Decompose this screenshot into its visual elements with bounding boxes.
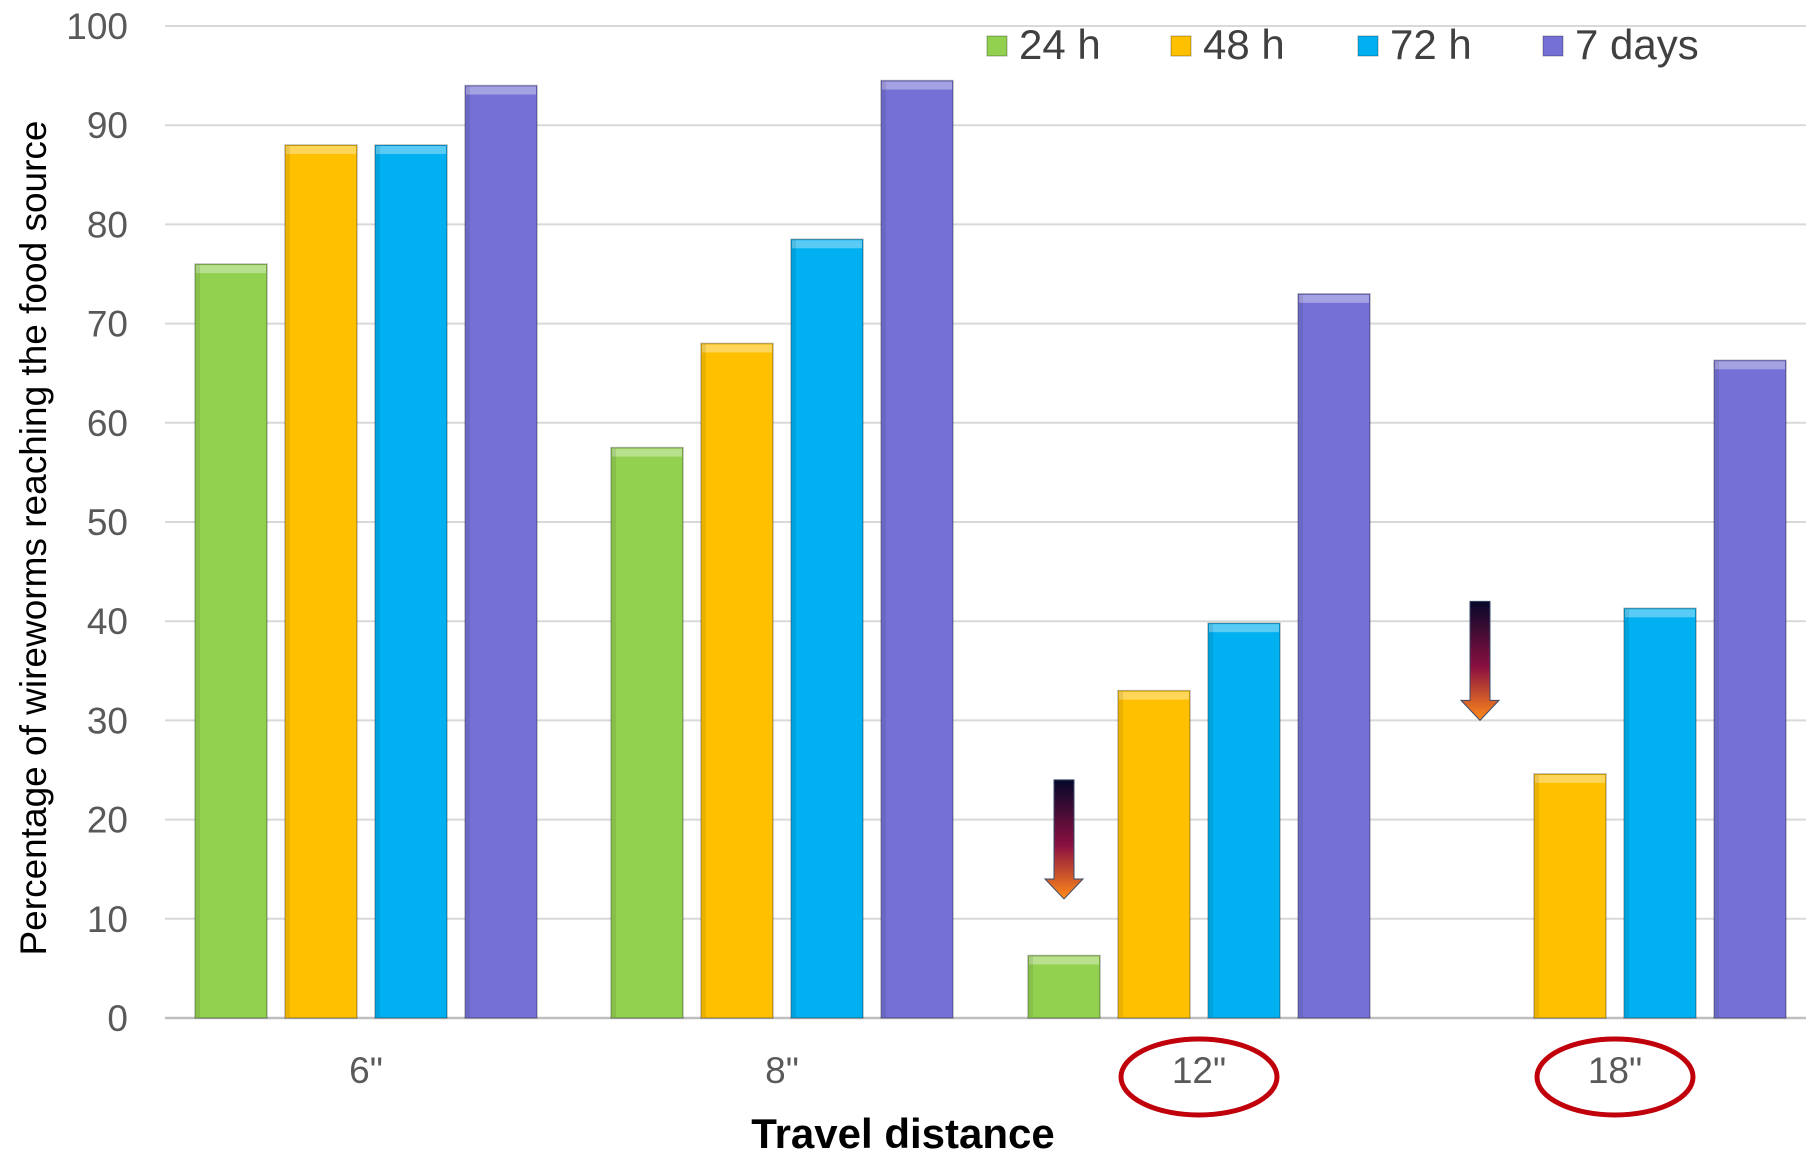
y-tick-label: 20 <box>87 800 128 841</box>
bar-72-h-8 <box>790 238 864 1019</box>
legend-label: 48 h <box>1203 21 1285 68</box>
y-tick-label: 90 <box>87 105 128 146</box>
legend-label: 24 h <box>1019 21 1101 68</box>
y-tick-label: 60 <box>87 403 128 444</box>
bar-24-h-12 <box>1027 954 1101 1019</box>
bar-24-h-8 <box>610 446 684 1019</box>
highlight-circle <box>1118 1036 1280 1118</box>
legend-item-7-days: 7 days <box>1542 21 1699 68</box>
x-tick-label: 12" <box>1172 1050 1226 1091</box>
legend-item-72-h: 72 h <box>1357 21 1472 68</box>
bars-group <box>194 79 1787 1019</box>
x-tick-label: 6" <box>349 1050 383 1091</box>
down-arrow <box>1043 779 1085 900</box>
y-tick-label: 0 <box>107 998 128 1039</box>
bar-48-h-8 <box>700 342 774 1019</box>
bar-72-h-18 <box>1623 607 1697 1019</box>
bar-48-h-18 <box>1533 773 1607 1019</box>
bar-72-h-12 <box>1207 622 1281 1019</box>
x-tick-label: 18" <box>1588 1050 1642 1091</box>
bar-7-days-18 <box>1713 359 1787 1019</box>
bar-48-h-12 <box>1117 689 1191 1019</box>
y-tick-label: 50 <box>87 502 128 543</box>
y-axis-ticks: 0 10 20 30 40 50 60 70 80 90 100 <box>66 6 128 1039</box>
bar-7-days-8 <box>880 79 954 1019</box>
bar-72-h-6 <box>374 144 448 1019</box>
x-axis-label: Travel distance <box>751 1110 1055 1157</box>
legend-swatch <box>1170 35 1192 57</box>
y-tick-label: 70 <box>87 304 128 345</box>
legend-label: 7 days <box>1575 21 1699 68</box>
y-tick-label: 10 <box>87 899 128 940</box>
y-tick-label: 100 <box>66 6 128 47</box>
down-arrow <box>1459 600 1501 722</box>
legend-item-24-h: 24 h <box>986 21 1101 68</box>
y-tick-label: 40 <box>87 601 128 642</box>
legend-swatch <box>986 35 1008 57</box>
bar-24-h-6 <box>194 263 268 1019</box>
x-axis-ticks: 6" 8" 12" 18" <box>349 1036 1696 1118</box>
legend-item-48-h: 48 h <box>1170 21 1285 68</box>
y-tick-label: 30 <box>87 700 128 741</box>
highlight-circle <box>1534 1036 1696 1118</box>
legend-swatch <box>1357 35 1379 57</box>
x-tick-label: 8" <box>765 1050 799 1091</box>
y-tick-label: 80 <box>87 204 128 245</box>
bar-7-days-12 <box>1297 293 1371 1019</box>
legend-swatch <box>1542 35 1564 57</box>
y-axis-label: Percentage of wireworms reaching the foo… <box>13 121 54 956</box>
legend-label: 72 h <box>1390 21 1472 68</box>
annotation-arrows <box>1043 600 1501 900</box>
bar-48-h-6 <box>284 144 358 1019</box>
bar-7-days-6 <box>464 84 538 1019</box>
legend: 24 h 48 h 72 h 7 days <box>986 21 1699 68</box>
